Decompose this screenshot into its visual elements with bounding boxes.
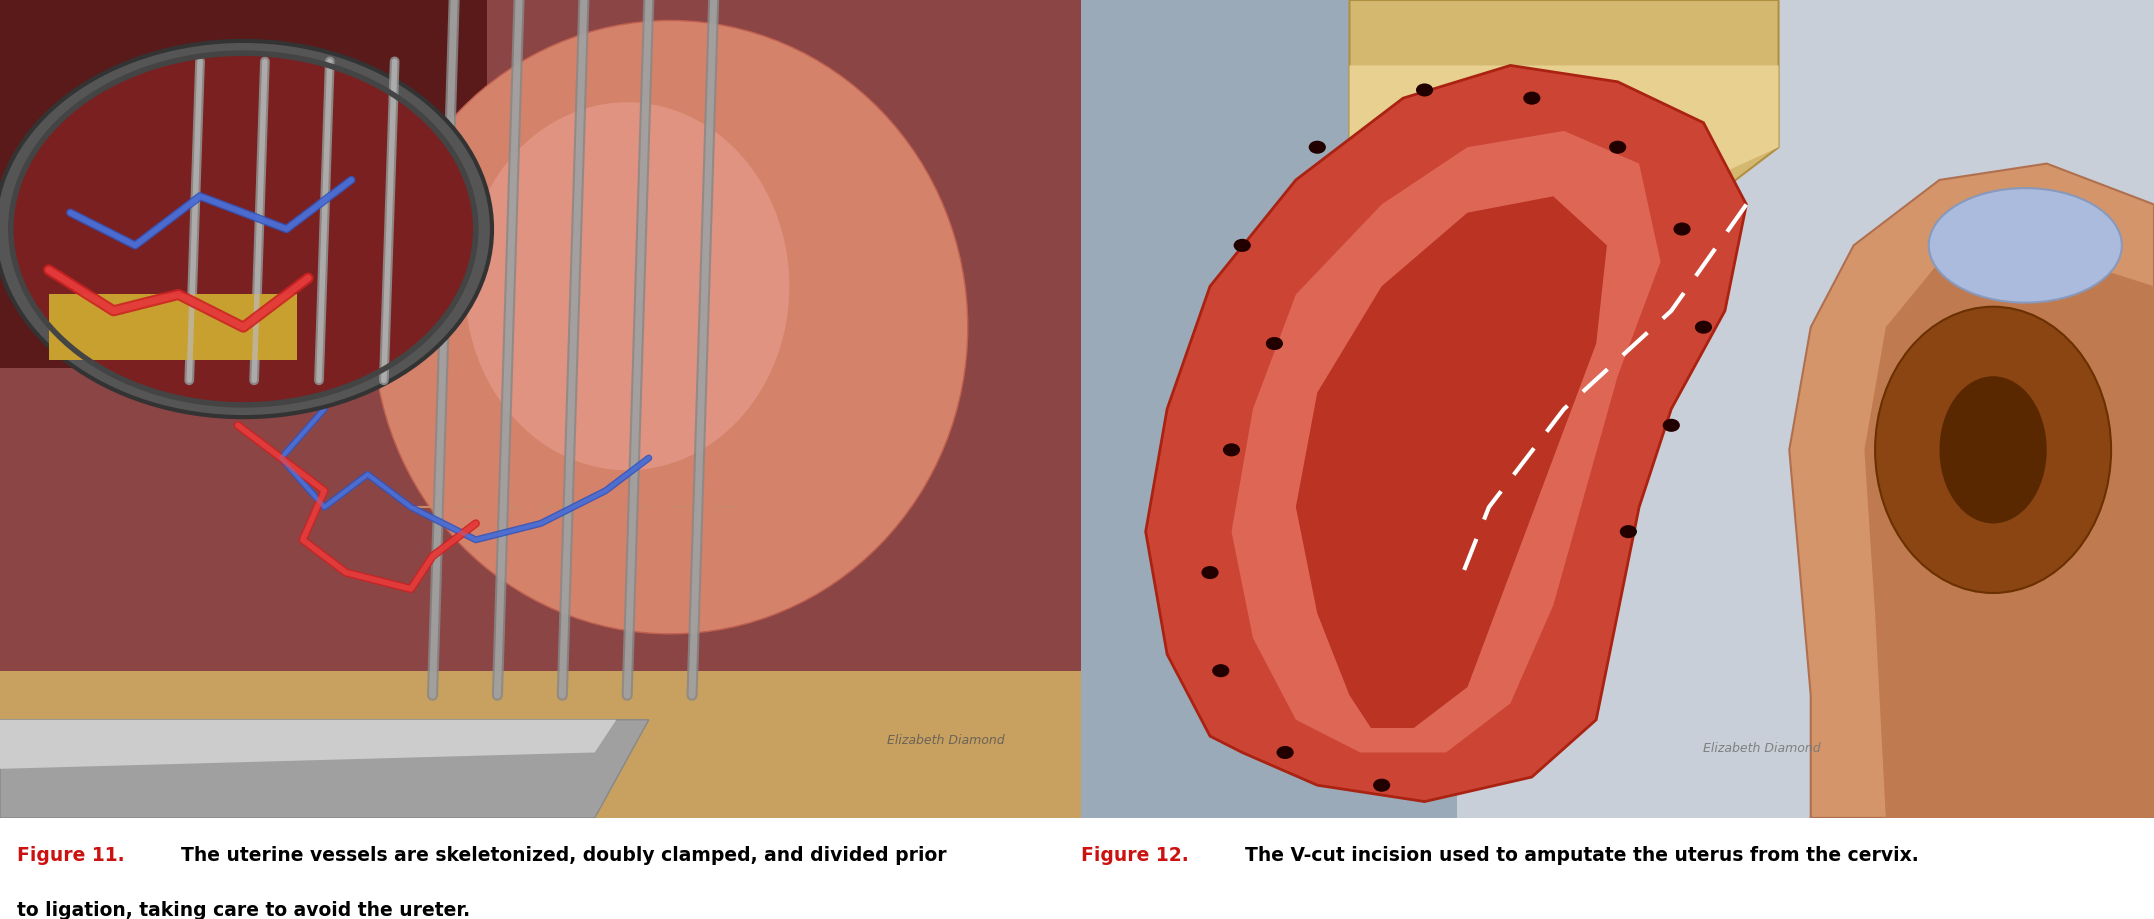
Polygon shape [1790, 164, 2154, 818]
Text: Figure 12.: Figure 12. [1081, 846, 1189, 865]
Polygon shape [1232, 130, 1661, 753]
Ellipse shape [465, 102, 788, 471]
Text: Elizabeth Diamond: Elizabeth Diamond [1704, 743, 1820, 755]
Circle shape [1372, 778, 1389, 792]
Ellipse shape [373, 20, 967, 634]
Polygon shape [0, 720, 648, 818]
Circle shape [1277, 746, 1295, 759]
Ellipse shape [1928, 188, 2122, 302]
Circle shape [1202, 566, 1219, 579]
Polygon shape [0, 0, 1081, 818]
Polygon shape [1297, 197, 1607, 728]
Circle shape [1523, 92, 1540, 105]
Circle shape [1310, 141, 1327, 153]
Circle shape [1620, 525, 1637, 539]
Polygon shape [1081, 0, 2154, 818]
Text: The uterine vessels are skeletonized, doubly clamped, and divided prior: The uterine vessels are skeletonized, do… [181, 846, 946, 865]
Polygon shape [0, 671, 1081, 818]
Polygon shape [0, 0, 487, 368]
Polygon shape [1865, 245, 2154, 818]
Polygon shape [0, 720, 616, 769]
Text: Elizabeth Diamond: Elizabeth Diamond [887, 734, 1004, 747]
Circle shape [1213, 664, 1230, 677]
Ellipse shape [1876, 307, 2111, 593]
Circle shape [1415, 84, 1432, 96]
Circle shape [1663, 419, 1680, 432]
Text: Figure 11.: Figure 11. [17, 846, 125, 865]
Circle shape [11, 53, 476, 405]
Circle shape [1609, 141, 1626, 153]
Polygon shape [1146, 65, 1747, 801]
Circle shape [1223, 443, 1241, 457]
Circle shape [1267, 337, 1284, 350]
Polygon shape [50, 294, 297, 360]
Circle shape [1234, 239, 1251, 252]
Text: to ligation, taking care to avoid the ureter.: to ligation, taking care to avoid the ur… [17, 901, 470, 919]
Circle shape [0, 41, 491, 417]
Polygon shape [1348, 0, 1779, 229]
Ellipse shape [1939, 376, 2046, 524]
Text: The V-cut incision used to amputate the uterus from the cervix.: The V-cut incision used to amputate the … [1245, 846, 1919, 865]
Polygon shape [1081, 0, 1456, 818]
Circle shape [1695, 321, 1712, 334]
Polygon shape [1348, 65, 1779, 197]
Circle shape [1674, 222, 1691, 235]
